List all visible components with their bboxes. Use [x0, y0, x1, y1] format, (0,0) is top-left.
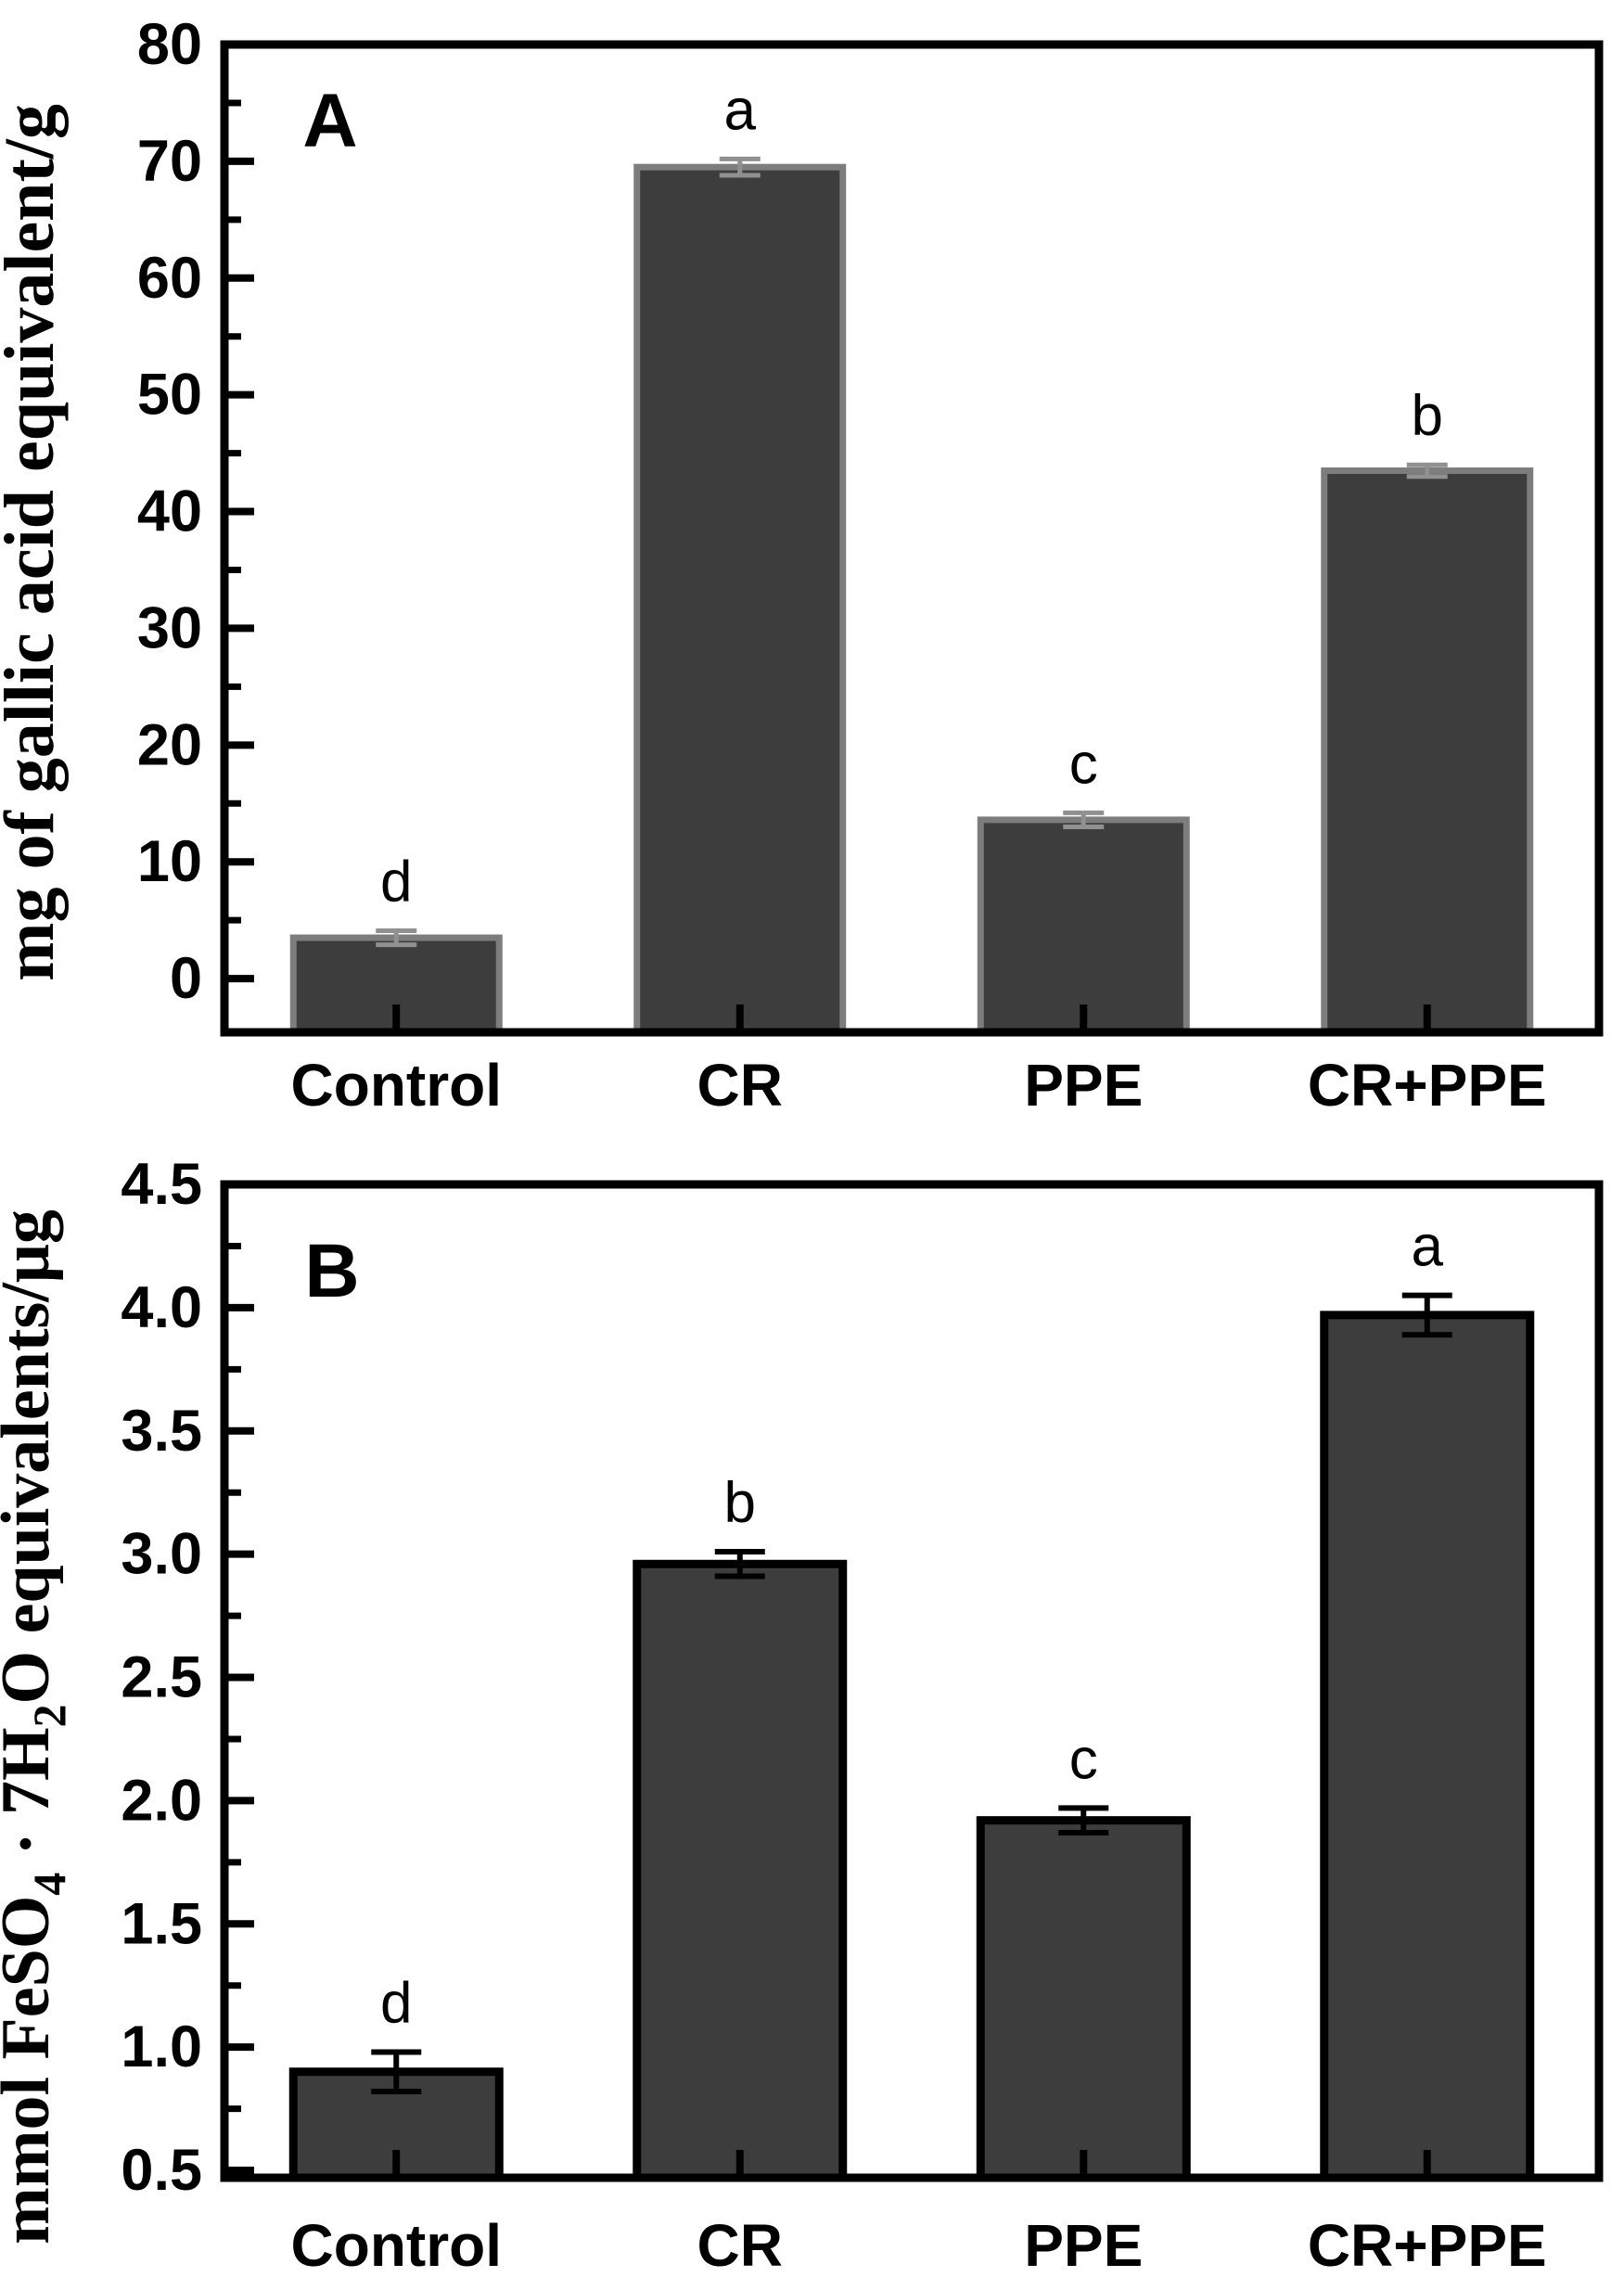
- y-tick-label: 60: [137, 246, 202, 311]
- y-tick-label: 30: [137, 595, 202, 660]
- y-tick-label: 1.0: [121, 2015, 202, 2079]
- bar-PPE: [976, 1816, 1191, 2182]
- bar-CR+PPE: [1320, 1311, 1535, 2182]
- sig-letter-Control: d: [380, 850, 412, 914]
- y-tick-label: 80: [137, 12, 202, 77]
- error-bar-CR+PPE: [1401, 1292, 1452, 1338]
- panel-A: d a c b 0 10 20 30 40 50 60 70 80 Control CR PPE CR+PPE A…: [0, 12, 1604, 1119]
- category-label-PPE: PPE: [1024, 2212, 1143, 2277]
- category-label-CR+PPE: CR+PPE: [1308, 2212, 1547, 2277]
- category-label-CR+PPE: CR+PPE: [1308, 1052, 1547, 1119]
- sig-letter-PPE: c: [1069, 1727, 1098, 1791]
- y-tick-label: 4.0: [121, 1275, 202, 1340]
- category-label-CR: CR: [697, 1052, 783, 1119]
- panel-letter-B: B: [304, 1229, 359, 1313]
- category-label-Control: Control: [291, 2212, 503, 2277]
- sig-letter-PPE: c: [1069, 732, 1098, 796]
- y-tick-label: 20: [137, 712, 202, 777]
- error-bar-PPE: [1058, 1805, 1109, 1836]
- y-tick-label: 10: [137, 829, 202, 894]
- y-tick-label: 1.5: [121, 1891, 202, 1956]
- error-bar-CR+PPE: [1406, 462, 1448, 480]
- sig-letter-CR: a: [724, 78, 757, 142]
- y-tick-label: 3.0: [121, 1522, 202, 1587]
- panel-B: d b c a 0.5 1.0 1.5 2.0 2.5 3.0 3.5 4.0 4.5 Control CR…: [0, 1152, 1604, 2277]
- category-label-PPE: PPE: [1024, 1052, 1143, 1119]
- axes-frame: [220, 40, 1604, 1037]
- error-bar-CR: [714, 1548, 765, 1580]
- y-tick-label: 4.5: [121, 1152, 202, 1217]
- y-axis-title: mmol FeSO4 · 7H2O equivalents/μg: [0, 1209, 75, 2245]
- y-tick-label: 70: [137, 129, 202, 194]
- y-tick-label: 50: [137, 363, 202, 428]
- y-tick-label: 2.0: [121, 1768, 202, 1833]
- bar-CR+PPE: [1321, 467, 1534, 1036]
- error-bar-Control: [371, 2049, 422, 2094]
- sig-letter-Control: d: [380, 1971, 412, 2035]
- panel-letter-A: A: [302, 79, 357, 163]
- bar-CR: [633, 163, 847, 1036]
- category-label-Control: Control: [291, 1052, 503, 1119]
- sig-letter-CR+PPE: b: [1412, 384, 1443, 448]
- bar-CR: [633, 1559, 848, 2182]
- sig-letter-CR+PPE: a: [1412, 1215, 1444, 1279]
- category-label-CR: CR: [697, 2212, 783, 2277]
- error-bar-CR: [719, 156, 761, 178]
- y-tick-label: 0: [170, 946, 202, 1011]
- error-bar-Control: [376, 927, 417, 948]
- bar-PPE: [977, 816, 1190, 1036]
- y-tick-label: 2.5: [121, 1645, 202, 1710]
- sig-letter-CR: b: [724, 1471, 756, 1535]
- y-tick-label: 0.5: [121, 2138, 202, 2203]
- y-tick-label: 3.5: [121, 1399, 202, 1464]
- y-axis-title: mg of gallic acid equivalent/g: [0, 104, 69, 981]
- y-tick-label: 40: [137, 480, 202, 544]
- error-bar-PPE: [1063, 810, 1105, 829]
